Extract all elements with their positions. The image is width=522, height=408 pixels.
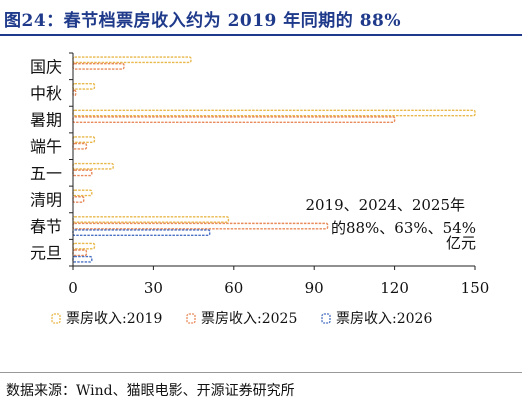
legend: 票房收入:2019 票房收入:2025 票房收入:2026 (51, 311, 432, 327)
legend-swatch (321, 313, 331, 324)
footer-divider (0, 372, 522, 373)
legend-label: 票房收入:2019 (66, 311, 162, 327)
x-tick-label: 0 (68, 279, 78, 297)
legend-swatch (186, 313, 196, 324)
bar-票房收入:2026 (72, 255, 93, 263)
category-label: 国庆 (30, 57, 62, 76)
legend-label: 票房收入:2026 (336, 311, 432, 327)
bar-票房收入:2019 (72, 189, 93, 197)
bar-票房收入:2019 (72, 136, 96, 143)
x-tick-label: 60 (224, 279, 243, 297)
figure-title: 图24：春节档票房收入约为 2019 年同期的 88% (4, 11, 402, 31)
title-divider (0, 34, 522, 36)
bar-票房收入:2025 (72, 169, 93, 177)
category-label: 端午 (30, 137, 62, 156)
bar-票房收入:2019 (72, 82, 96, 90)
category-label: 五一 (30, 164, 62, 183)
annotation-line: 2019、2024、2025年 (305, 196, 465, 214)
bar-票房收入:2025 (72, 142, 88, 150)
bar-票房收入:2025 (72, 249, 88, 257)
category-label: 元旦 (30, 244, 62, 263)
category-label: 中秋 (30, 84, 62, 103)
category-label: 春节 (30, 217, 62, 236)
bar-票房收入:2025 (72, 196, 85, 203)
x-tick-label: 150 (461, 279, 490, 297)
bar-票房收入:2025 (72, 62, 125, 70)
legend-label: 票房收入:2025 (201, 311, 297, 327)
bar-票房收入:2019 (72, 109, 476, 117)
x-tick-label: 120 (380, 279, 409, 297)
bar-票房收入:2026 (72, 229, 211, 237)
category-label: 清明 (30, 190, 62, 209)
bars-layer (72, 56, 476, 263)
source-note: 数据来源：Wind、猫眼电影、开源证券研究所 (6, 383, 295, 399)
x-tick-label: 90 (305, 279, 324, 297)
category-label: 暑期 (30, 111, 62, 130)
bar-票房收入:2025 (72, 222, 329, 230)
bar-票房收入:2025 (72, 116, 396, 123)
bar-票房收入:2019 (72, 216, 230, 223)
bar-票房收入:2019 (72, 162, 114, 170)
bar-票房收入:2019 (72, 56, 192, 64)
x-tick-label: 30 (144, 279, 163, 297)
legend-swatch (51, 313, 61, 324)
annotation-line: 亿元 (446, 234, 476, 252)
x-axis: 0 30 60 90 120 150 (68, 52, 490, 297)
bar-票房收入:2019 (72, 242, 96, 250)
annotation-line: 的88%、63%、54% (331, 219, 476, 237)
